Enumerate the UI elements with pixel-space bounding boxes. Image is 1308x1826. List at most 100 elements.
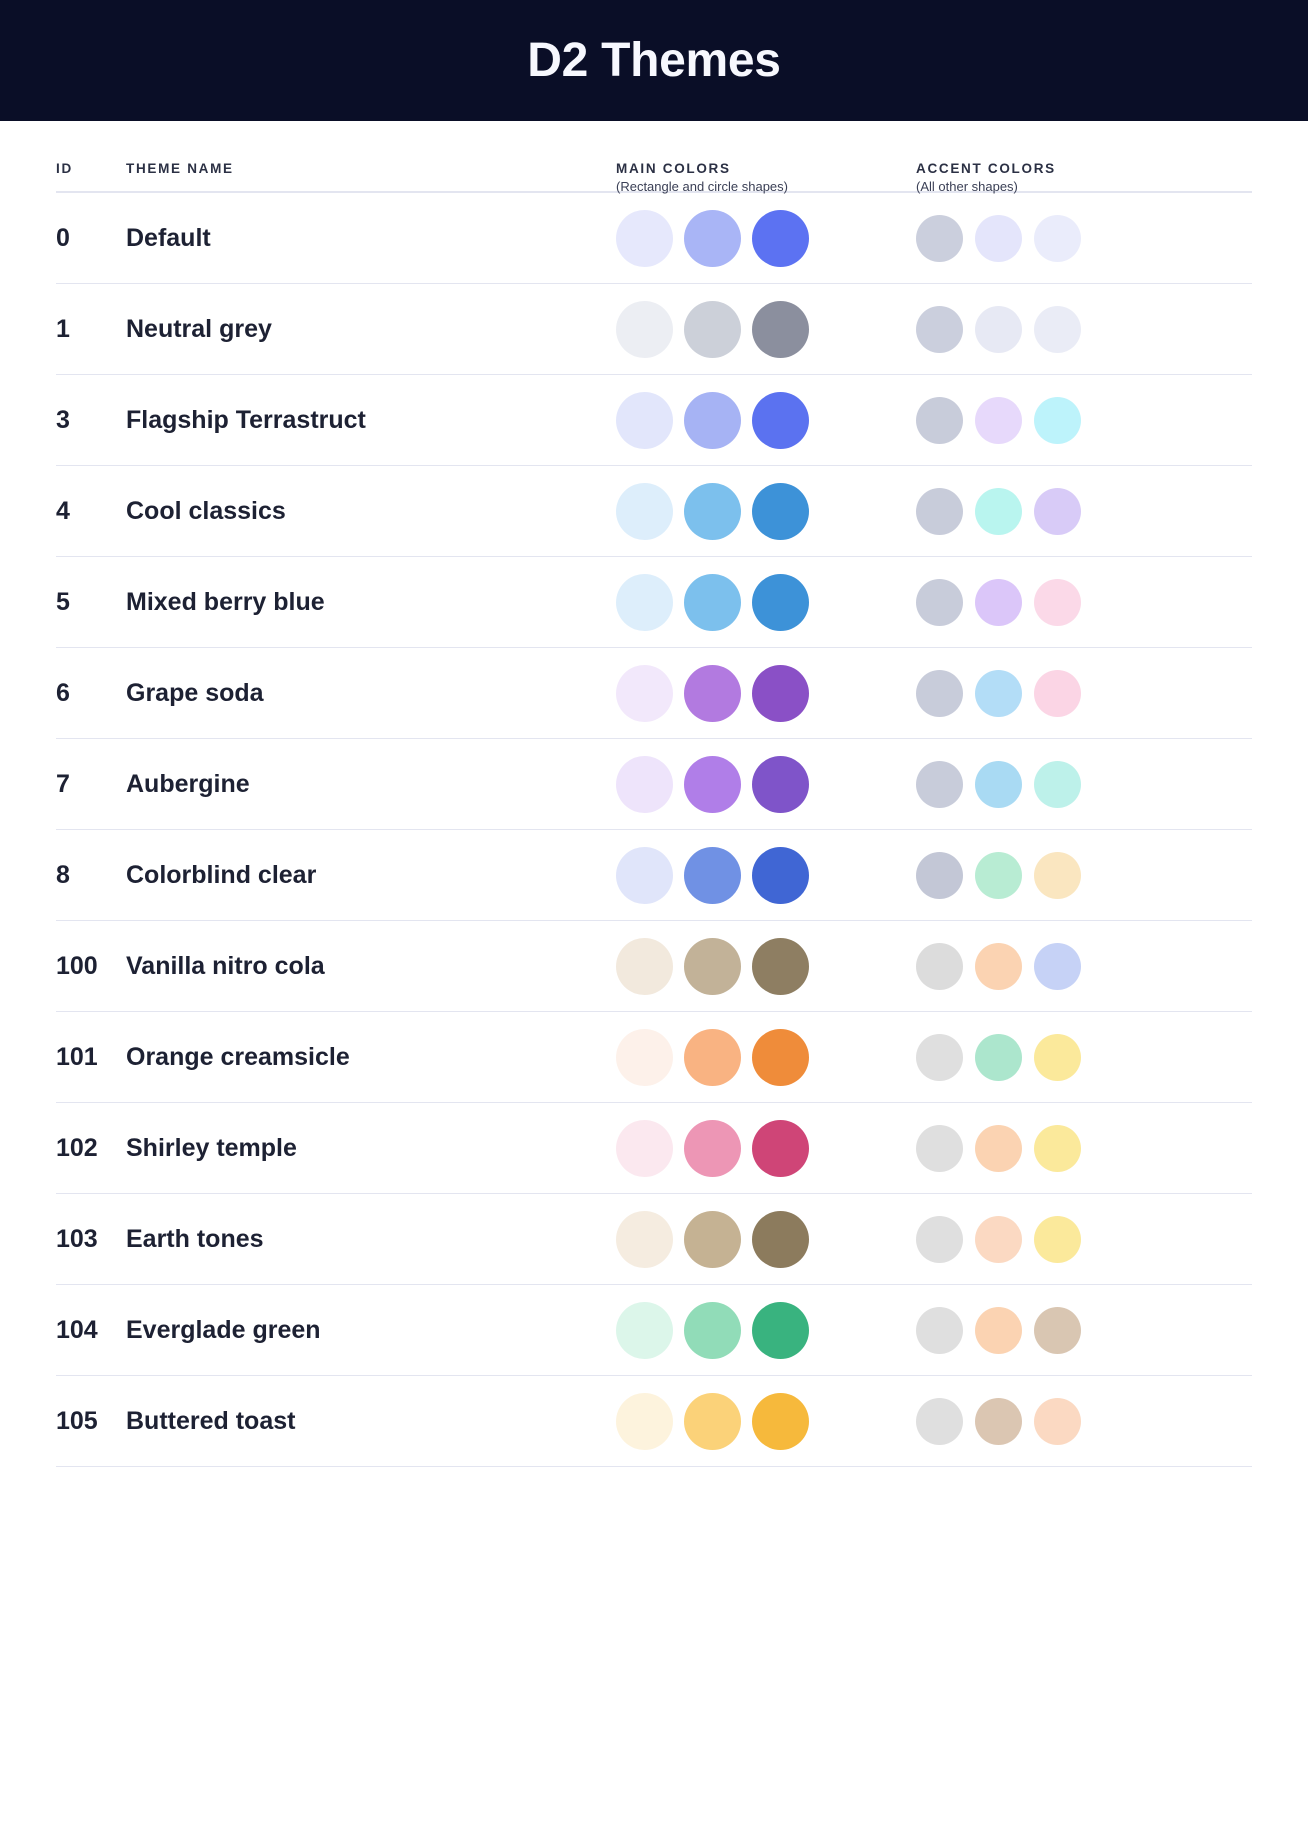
color-swatch [684, 755, 741, 813]
theme-id: 101 [56, 1042, 98, 1071]
color-swatch [975, 1397, 1022, 1445]
color-swatch [975, 669, 1022, 717]
color-swatch [616, 1028, 673, 1086]
table-row[interactable]: 3 Flagship Terrastruct [56, 375, 1252, 466]
color-swatch [975, 942, 1022, 990]
color-swatch [916, 760, 963, 808]
table-row[interactable]: 8 Colorblind clear [56, 830, 1252, 921]
main-color-swatches [616, 209, 916, 267]
theme-id: 105 [56, 1406, 98, 1435]
theme-name: Neutral grey [126, 314, 272, 343]
accent-color-swatches [916, 851, 1152, 899]
page-title: D2 Themes [527, 33, 781, 87]
theme-name: Buttered toast [126, 1406, 296, 1435]
color-swatch [752, 755, 809, 813]
accent-color-swatches [916, 1306, 1152, 1354]
table-row[interactable]: 100 Vanilla nitro cola [56, 921, 1252, 1012]
color-swatch [684, 482, 741, 540]
table-body: 0 Default 1 Neutral grey 3 Flagship Terrastru… [56, 193, 1252, 1467]
color-swatch [916, 396, 963, 444]
theme-id: 102 [56, 1133, 98, 1162]
color-swatch [975, 851, 1022, 899]
color-swatch [916, 214, 963, 262]
table-row[interactable]: 4 Cool classics [56, 466, 1252, 557]
color-swatch [752, 937, 809, 995]
color-swatch [916, 669, 963, 717]
color-swatch [1034, 851, 1081, 899]
page-banner: D2 Themes [0, 0, 1308, 121]
accent-color-swatches [916, 305, 1152, 353]
header-label-id: ID [56, 161, 73, 176]
theme-id: 3 [56, 405, 70, 434]
color-swatch [1034, 669, 1081, 717]
color-swatch [752, 1028, 809, 1086]
table-row[interactable]: 101 Orange creamsicle [56, 1012, 1252, 1103]
header-label-accent-colors: ACCENT COLORS [916, 161, 1056, 176]
color-swatch [752, 1301, 809, 1359]
theme-name: Shirley temple [126, 1133, 297, 1162]
theme-name: Orange creamsicle [126, 1042, 350, 1071]
color-swatch [684, 846, 741, 904]
main-color-swatches [616, 573, 916, 631]
accent-color-swatches [916, 214, 1152, 262]
table-row[interactable]: 6 Grape soda [56, 648, 1252, 739]
color-swatch [684, 209, 741, 267]
color-swatch [975, 578, 1022, 626]
color-swatch [684, 573, 741, 631]
theme-id: 1 [56, 314, 70, 343]
table-row[interactable]: 103 Earth tones [56, 1194, 1252, 1285]
table-row[interactable]: 7 Aubergine [56, 739, 1252, 830]
color-swatch [752, 573, 809, 631]
color-swatch [975, 1215, 1022, 1263]
theme-name: Cool classics [126, 496, 286, 525]
table-header-row: ID THEME NAME MAIN COLORS (Rectangle and… [56, 121, 1252, 194]
accent-color-swatches [916, 1033, 1152, 1081]
color-swatch [684, 937, 741, 995]
main-color-swatches [616, 391, 916, 449]
table-row[interactable]: 1 Neutral grey [56, 284, 1252, 375]
color-swatch [616, 1210, 673, 1268]
color-swatch [1034, 942, 1081, 990]
header-cell-main-colors: MAIN COLORS (Rectangle and circle shapes… [616, 161, 916, 194]
header-label-theme-name: THEME NAME [126, 161, 234, 176]
color-swatch [975, 760, 1022, 808]
color-swatch [684, 1392, 741, 1450]
color-swatch [916, 1124, 963, 1172]
color-swatch [752, 846, 809, 904]
header-cell-id: ID [56, 161, 126, 176]
main-color-swatches [616, 1301, 916, 1359]
color-swatch [684, 1210, 741, 1268]
color-swatch [1034, 305, 1081, 353]
accent-color-swatches [916, 1397, 1152, 1445]
color-swatch [752, 1210, 809, 1268]
header-sublabel-main-colors: (Rectangle and circle shapes) [616, 179, 788, 194]
theme-name: Grape soda [126, 678, 264, 707]
color-swatch [684, 391, 741, 449]
color-swatch [616, 300, 673, 358]
main-color-swatches [616, 300, 916, 358]
color-swatch [916, 578, 963, 626]
table-row[interactable]: 0 Default [56, 193, 1252, 284]
color-swatch [975, 1124, 1022, 1172]
color-swatch [975, 1306, 1022, 1354]
color-swatch [684, 1119, 741, 1177]
table-row[interactable]: 5 Mixed berry blue [56, 557, 1252, 648]
color-swatch [1034, 578, 1081, 626]
table-row[interactable]: 104 Everglade green [56, 1285, 1252, 1376]
theme-name: Mixed berry blue [126, 587, 325, 616]
color-swatch [752, 1119, 809, 1177]
table-row[interactable]: 105 Buttered toast [56, 1376, 1252, 1467]
table-row[interactable]: 102 Shirley temple [56, 1103, 1252, 1194]
color-swatch [916, 942, 963, 990]
color-swatch [684, 300, 741, 358]
theme-id: 6 [56, 678, 70, 707]
main-color-swatches [616, 664, 916, 722]
main-color-swatches [616, 1392, 916, 1450]
color-swatch [752, 300, 809, 358]
theme-id: 100 [56, 951, 98, 980]
header-sublabel-accent-colors: (All other shapes) [916, 179, 1018, 194]
accent-color-swatches [916, 942, 1152, 990]
color-swatch [975, 1033, 1022, 1081]
color-swatch [616, 482, 673, 540]
